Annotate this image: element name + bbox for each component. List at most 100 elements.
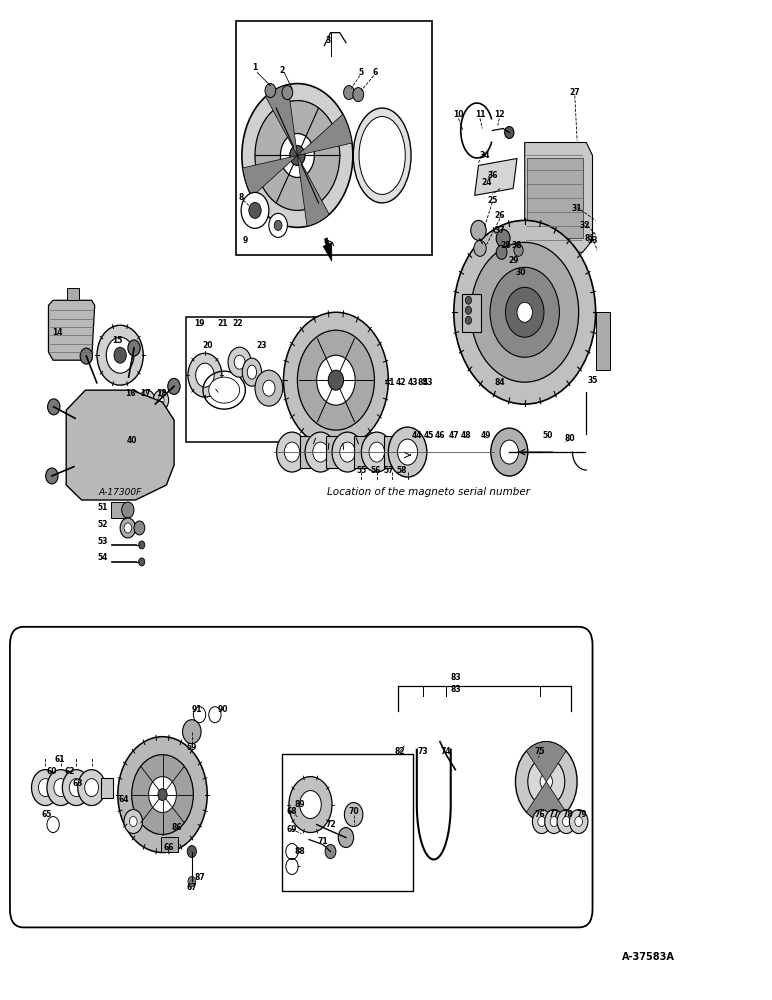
- Circle shape: [540, 774, 553, 790]
- Text: 69: 69: [286, 825, 297, 834]
- Circle shape: [255, 101, 340, 210]
- Circle shape: [262, 380, 275, 396]
- Circle shape: [289, 777, 332, 833]
- FancyArrow shape: [323, 238, 332, 261]
- Text: 28: 28: [500, 241, 511, 250]
- Circle shape: [85, 779, 99, 797]
- Circle shape: [139, 541, 145, 549]
- Circle shape: [107, 337, 134, 373]
- Circle shape: [575, 817, 583, 827]
- Text: 15: 15: [113, 336, 123, 345]
- Circle shape: [46, 468, 58, 484]
- Circle shape: [369, 442, 384, 462]
- Circle shape: [557, 810, 576, 834]
- Circle shape: [195, 363, 214, 387]
- Text: 38: 38: [512, 241, 523, 250]
- Circle shape: [563, 817, 571, 827]
- Text: 9: 9: [243, 236, 249, 245]
- Text: 57: 57: [384, 466, 394, 475]
- Circle shape: [388, 427, 427, 477]
- Text: 85: 85: [418, 378, 428, 387]
- Ellipse shape: [359, 117, 405, 194]
- Circle shape: [491, 428, 528, 476]
- Text: 23: 23: [256, 341, 266, 350]
- Text: 27: 27: [570, 88, 580, 97]
- Bar: [67, 288, 79, 300]
- Circle shape: [466, 306, 472, 314]
- Circle shape: [300, 791, 321, 819]
- Text: 14: 14: [52, 328, 63, 337]
- Circle shape: [139, 558, 145, 566]
- Text: 67: 67: [187, 883, 197, 892]
- Text: 10: 10: [453, 110, 464, 119]
- Circle shape: [276, 432, 307, 472]
- Wedge shape: [297, 114, 352, 155]
- Text: 68: 68: [286, 807, 297, 816]
- Circle shape: [124, 810, 143, 834]
- Circle shape: [140, 390, 155, 410]
- Text: 63: 63: [73, 779, 83, 788]
- Wedge shape: [266, 85, 297, 155]
- Circle shape: [228, 347, 251, 377]
- Circle shape: [54, 779, 68, 797]
- Text: 43: 43: [423, 378, 434, 387]
- Circle shape: [533, 810, 551, 834]
- Circle shape: [538, 817, 546, 827]
- Circle shape: [144, 396, 151, 404]
- Circle shape: [154, 390, 169, 410]
- Text: 43: 43: [408, 378, 418, 387]
- Text: 53: 53: [97, 537, 107, 546]
- Circle shape: [454, 220, 596, 404]
- Circle shape: [284, 442, 300, 462]
- Ellipse shape: [354, 108, 411, 203]
- Text: 88: 88: [294, 847, 305, 856]
- Ellipse shape: [208, 377, 239, 403]
- Text: 83: 83: [450, 685, 461, 694]
- Text: 49: 49: [481, 431, 492, 440]
- Circle shape: [280, 134, 314, 177]
- Circle shape: [132, 755, 193, 835]
- Text: 62: 62: [65, 767, 76, 776]
- Circle shape: [158, 789, 168, 801]
- Circle shape: [97, 325, 144, 385]
- Circle shape: [317, 355, 355, 405]
- Circle shape: [188, 876, 195, 886]
- Circle shape: [398, 439, 418, 465]
- Bar: [300, 436, 315, 468]
- Text: 75: 75: [535, 747, 545, 756]
- Text: 1: 1: [252, 63, 258, 72]
- Circle shape: [80, 348, 93, 364]
- Bar: [384, 436, 400, 468]
- Text: 66: 66: [164, 843, 174, 852]
- Text: 48: 48: [461, 431, 472, 440]
- Text: 8: 8: [239, 193, 244, 202]
- Wedge shape: [297, 155, 329, 226]
- Text: 24: 24: [481, 178, 492, 187]
- Circle shape: [550, 817, 558, 827]
- Text: 74: 74: [441, 747, 452, 756]
- Text: 37: 37: [495, 226, 506, 235]
- Circle shape: [528, 758, 565, 806]
- Bar: [282, 754, 413, 891]
- Text: 71: 71: [317, 837, 328, 846]
- Circle shape: [490, 267, 560, 357]
- Circle shape: [63, 770, 90, 806]
- Bar: [527, 158, 583, 238]
- Text: 12: 12: [494, 110, 505, 119]
- Circle shape: [134, 521, 145, 535]
- Bar: [597, 312, 610, 370]
- Circle shape: [69, 779, 83, 797]
- Text: 33: 33: [587, 236, 598, 245]
- Text: 42: 42: [396, 378, 407, 387]
- Text: 30: 30: [516, 268, 526, 277]
- Bar: [101, 778, 113, 798]
- Circle shape: [570, 810, 588, 834]
- Bar: [462, 294, 481, 332]
- Ellipse shape: [93, 408, 143, 483]
- Circle shape: [328, 370, 344, 390]
- Bar: [235, 21, 432, 255]
- Circle shape: [114, 347, 127, 363]
- Circle shape: [274, 220, 282, 230]
- Polygon shape: [49, 300, 95, 360]
- Circle shape: [188, 353, 222, 397]
